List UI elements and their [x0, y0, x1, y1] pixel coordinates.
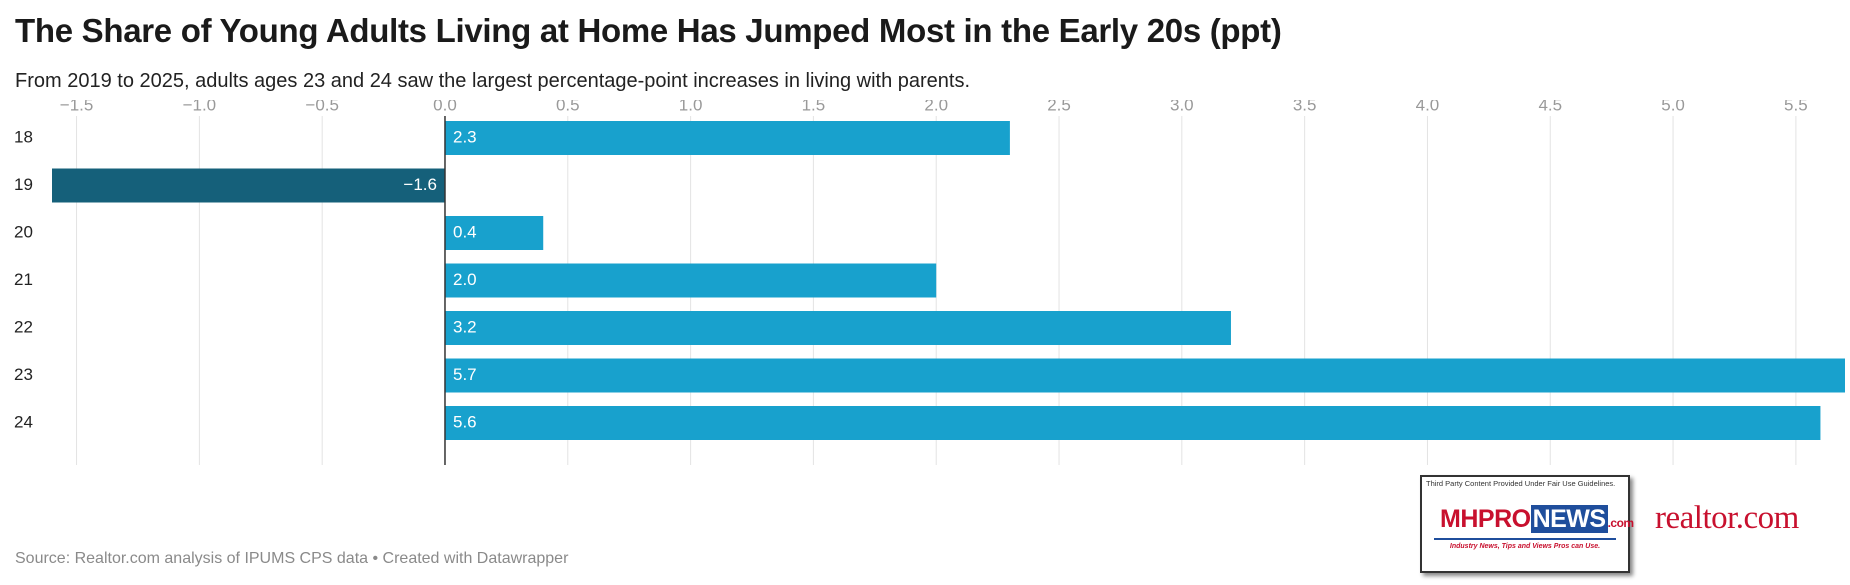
- x-tick-label: 5.5: [1784, 100, 1808, 114]
- category-label: 19: [14, 175, 33, 194]
- x-tick-label: 4.0: [1416, 100, 1440, 114]
- value-label: 2.3: [453, 127, 477, 146]
- x-tick-label: 2.0: [924, 100, 948, 114]
- mhpronews-wordmark: MHPRONEWS .com: [1440, 505, 1634, 533]
- value-label: 3.2: [453, 317, 477, 336]
- mhpronews-logo: Third Party Content Provided Under Fair …: [1420, 475, 1634, 573]
- value-labels: 2.3 −1.6 0.4 2.0 3.2 5.7 5.6: [403, 127, 476, 431]
- value-label: 0.4: [453, 222, 477, 241]
- value-label: 5.7: [453, 365, 477, 384]
- bar-23: [444, 358, 1845, 393]
- bar-21: [444, 263, 937, 298]
- bar-24: [444, 406, 1821, 440]
- value-label: 5.6: [453, 412, 477, 431]
- x-tick-label: 0.0: [433, 100, 457, 114]
- bar-chart: −1.5 −1.0 −0.5 0.0 0.5 1.0 1.5 2.0 2.5 3.0 3.5 4.0 4…: [14, 100, 1845, 465]
- x-tick-label: 3.0: [1170, 100, 1194, 114]
- x-tick-label: 1.0: [679, 100, 703, 114]
- realtor-logo: realtor.com: [1655, 500, 1799, 536]
- fair-use-notice: Third Party Content Provided Under Fair …: [1426, 479, 1616, 488]
- chart-subtitle: From 2019 to 2025, adults ages 23 and 24…: [15, 70, 971, 92]
- x-tick-label: 3.5: [1293, 100, 1317, 114]
- x-tick-label: −1.5: [60, 100, 94, 114]
- category-label: 22: [14, 317, 33, 336]
- x-tick-label: 0.5: [556, 100, 580, 114]
- category-label: 21: [14, 270, 33, 289]
- mhpronews-tagline: Industry News, Tips and Views Pros can U…: [1449, 543, 1601, 550]
- bars: [52, 121, 1845, 440]
- x-tick-label: 5.0: [1661, 100, 1685, 114]
- x-tick-label: 4.5: [1538, 100, 1562, 114]
- category-labels: 18 19 20 21 22 23 24: [14, 127, 33, 431]
- category-label: 20: [14, 222, 33, 241]
- bar-19: [52, 168, 445, 203]
- x-tick-label: 2.5: [1047, 100, 1071, 114]
- value-label: −1.6: [403, 175, 437, 194]
- logo-rule: [1434, 538, 1616, 540]
- category-label: 23: [14, 365, 33, 384]
- x-tick-label: 1.5: [802, 100, 826, 114]
- source-note: Source: Realtor.com analysis of IPUMS CP…: [15, 550, 569, 567]
- chart-title: The Share of Young Adults Living at Home…: [15, 12, 1282, 49]
- value-label: 2.0: [453, 270, 477, 289]
- category-label: 24: [14, 412, 33, 431]
- bar-22: [444, 311, 1231, 345]
- x-axis-ticks: −1.5 −1.0 −0.5 0.0 0.5 1.0 1.5 2.0 2.5 3.0 3.5 4.0 4…: [60, 100, 1808, 114]
- x-tick-label: −0.5: [305, 100, 339, 114]
- category-label: 18: [14, 127, 33, 146]
- bar-20: [444, 216, 544, 250]
- bar-18: [444, 121, 1010, 155]
- x-tick-label: −1.0: [183, 100, 217, 114]
